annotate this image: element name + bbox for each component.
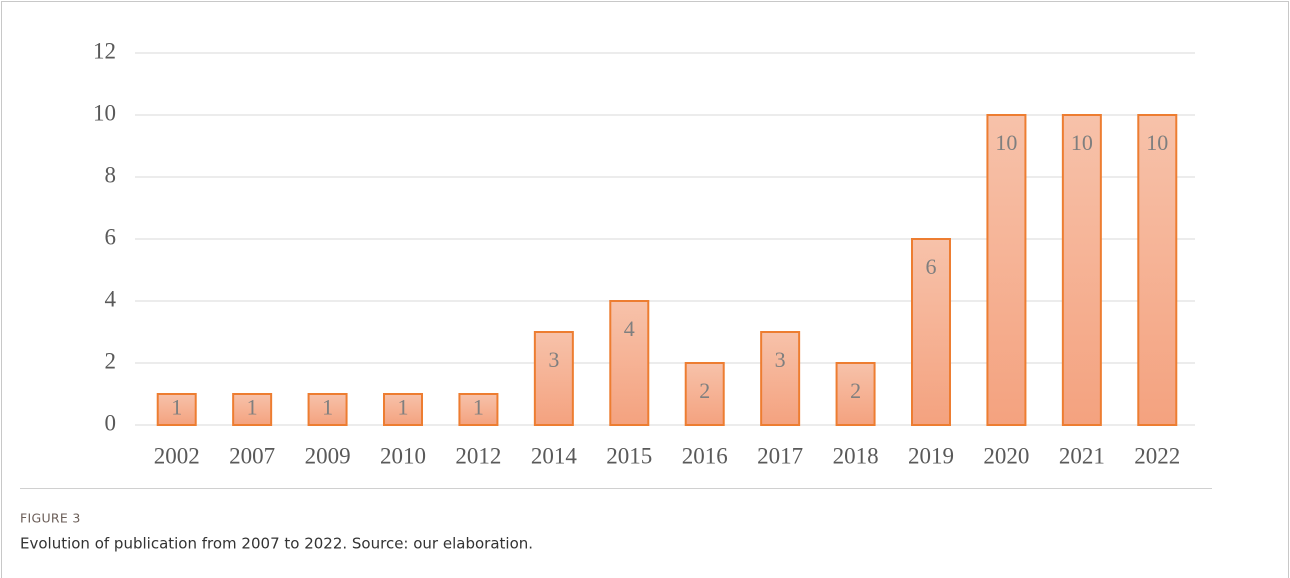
bar [684, 362, 725, 426]
x-tick-label: 2010 [380, 443, 426, 468]
data-label: 10 [995, 130, 1017, 155]
y-tick-label: 0 [105, 410, 117, 435]
y-tick-label: 10 [93, 100, 116, 125]
x-tick-label: 2014 [531, 443, 578, 468]
bar [458, 393, 499, 426]
bar [383, 393, 423, 426]
bar [1137, 114, 1178, 426]
x-tick-label: 2002 [154, 443, 200, 468]
x-tick-label: 2021 [1059, 443, 1105, 468]
bar [1061, 114, 1102, 426]
x-tick-label: 2007 [229, 443, 275, 468]
bar [232, 393, 273, 426]
x-tick-label: 2019 [908, 443, 954, 468]
x-tick-label: 2012 [455, 443, 501, 468]
y-tick-label: 2 [105, 348, 117, 373]
y-tick-label: 8 [105, 162, 117, 187]
x-tick-label: 2009 [305, 443, 351, 468]
data-label: 2 [850, 378, 861, 403]
bar [835, 362, 876, 426]
data-label: 1 [322, 395, 333, 420]
data-label: 10 [1146, 130, 1168, 155]
x-tick-label: 2020 [983, 443, 1029, 468]
x-tick-label: 2016 [682, 443, 728, 468]
bar [533, 331, 574, 426]
data-label: 1 [398, 395, 409, 420]
y-tick-label: 12 [93, 38, 116, 63]
x-tick-label: 2017 [757, 443, 803, 468]
bar [307, 393, 348, 426]
x-tick-label: 2015 [606, 443, 652, 468]
data-label: 3 [775, 347, 786, 372]
data-label: 6 [926, 254, 937, 279]
y-tick-label: 6 [105, 224, 117, 249]
data-label: 3 [548, 347, 559, 372]
bar [609, 300, 650, 426]
figure-caption: Evolution of publication from 2007 to 20… [20, 535, 533, 553]
data-label: 1 [171, 395, 182, 420]
data-label: 4 [624, 316, 635, 341]
x-tick-label: 2022 [1134, 443, 1180, 468]
bar [911, 238, 951, 426]
y-tick-label: 4 [105, 286, 117, 311]
data-label: 1 [473, 395, 484, 420]
bar [156, 393, 197, 426]
figure-label: FIGURE 3 [20, 511, 81, 526]
data-label: 10 [1071, 130, 1093, 155]
data-label: 2 [699, 378, 710, 403]
bar [986, 114, 1027, 426]
bar [760, 331, 801, 426]
data-label: 1 [247, 395, 258, 420]
x-tick-label: 2018 [833, 443, 879, 468]
